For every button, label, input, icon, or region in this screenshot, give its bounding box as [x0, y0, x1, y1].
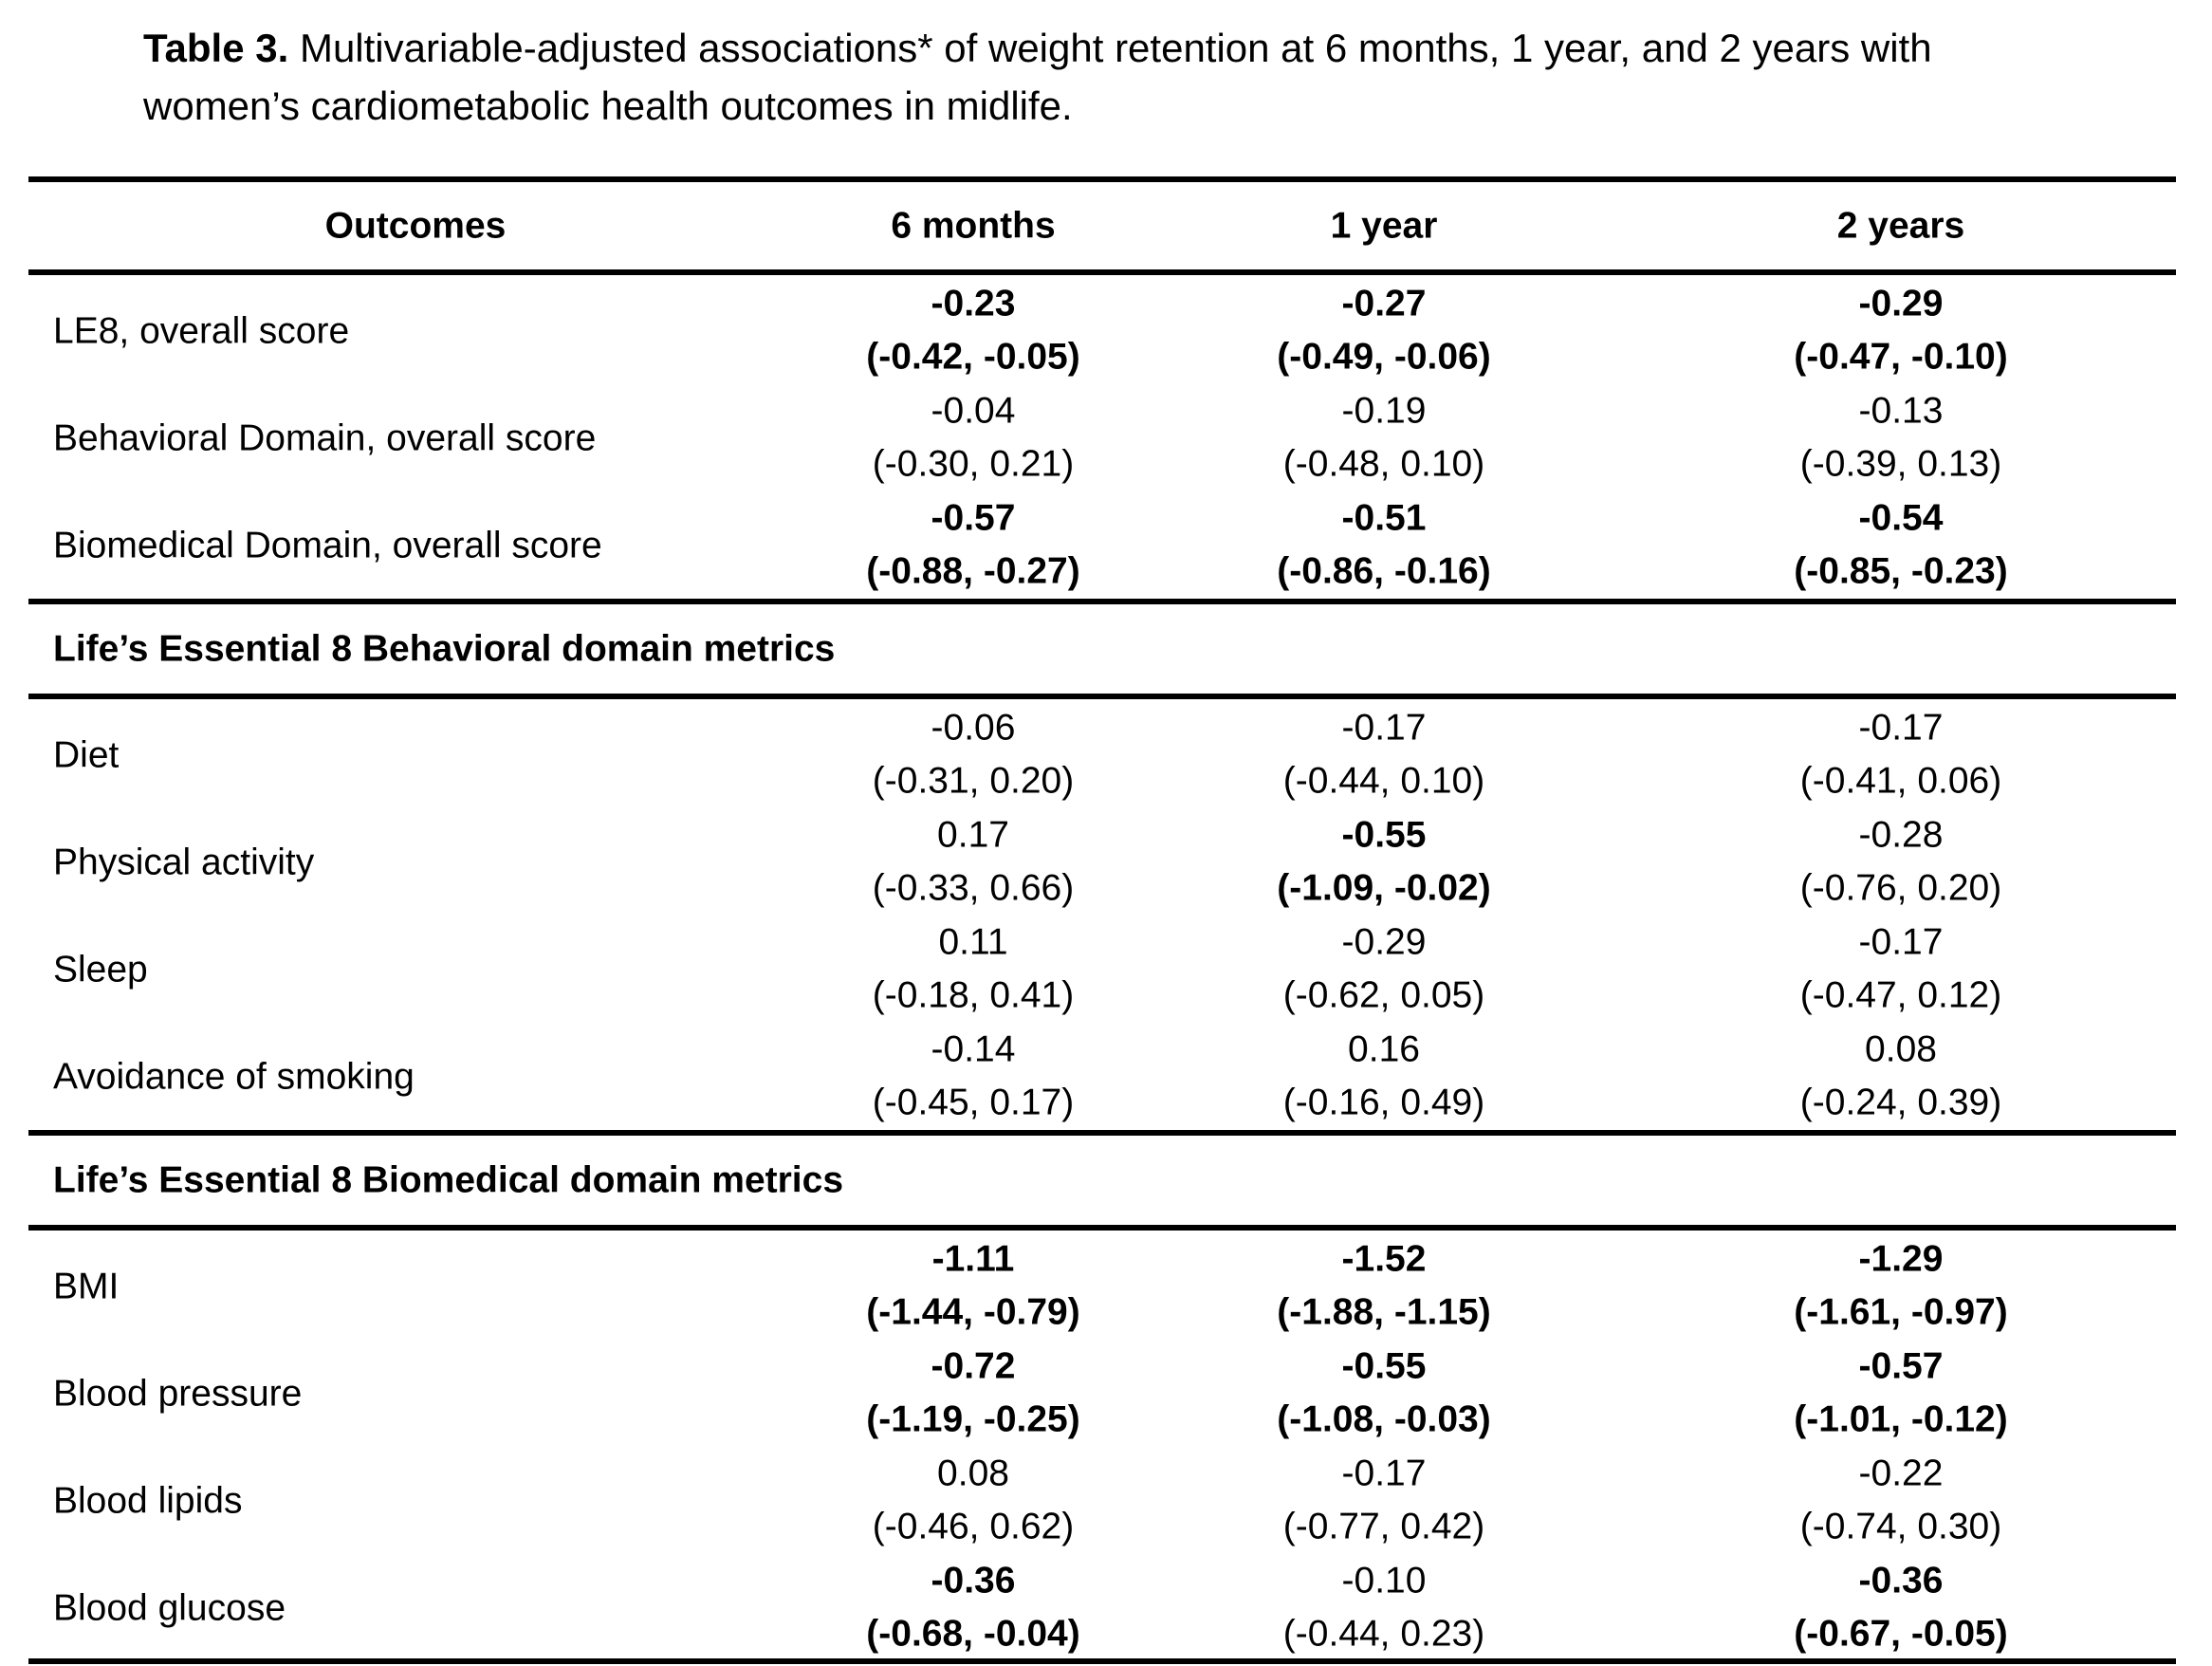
confidence-interval: (-0.86, -0.16) [1277, 550, 1491, 592]
estimate: -0.17 [1341, 707, 1427, 749]
confidence-interval: (-0.77, 0.42) [1282, 1506, 1485, 1547]
estimate: -0.72 [931, 1345, 1016, 1387]
column-header: 2 years [1836, 205, 1965, 247]
column-header: 6 months [891, 205, 1056, 247]
confidence-interval: (-0.74, 0.30) [1799, 1506, 2002, 1547]
estimate: -0.19 [1341, 390, 1427, 432]
table-rule [28, 1225, 2176, 1231]
estimate: -0.04 [931, 390, 1016, 432]
row-label: BMI [53, 1266, 120, 1307]
confidence-interval: (-0.76, 0.20) [1799, 867, 2002, 909]
estimate: -0.10 [1341, 1560, 1427, 1601]
estimate: -0.36 [1858, 1560, 1944, 1601]
confidence-interval: (-0.41, 0.06) [1799, 760, 2002, 802]
confidence-interval: (-1.61, -0.97) [1794, 1291, 2008, 1333]
estimate: -0.55 [1341, 814, 1427, 856]
confidence-interval: (-1.44, -0.79) [866, 1291, 1080, 1333]
estimate: -0.29 [1341, 921, 1427, 963]
estimate: 0.17 [937, 814, 1009, 856]
caption-label: Table 3. [143, 26, 289, 70]
estimate: -0.17 [1341, 1453, 1427, 1494]
estimate: -0.29 [1858, 283, 1944, 324]
estimate: -1.11 [931, 1238, 1015, 1280]
estimate: -0.36 [931, 1560, 1016, 1601]
estimate: 0.08 [1865, 1028, 1937, 1070]
confidence-interval: (-0.31, 0.20) [872, 760, 1075, 802]
confidence-interval: (-0.24, 0.39) [1799, 1082, 2002, 1123]
row-label: Physical activity [53, 842, 315, 883]
estimate: -1.52 [1341, 1238, 1427, 1280]
table-rule [28, 269, 2176, 275]
row-label: Biomedical Domain, overall score [53, 525, 602, 566]
table-rule [28, 1130, 2176, 1136]
confidence-interval: (-1.19, -0.25) [866, 1398, 1080, 1440]
confidence-interval: (-0.33, 0.66) [872, 867, 1075, 909]
confidence-interval: (-0.39, 0.13) [1799, 443, 2002, 485]
estimate: -0.17 [1858, 707, 1944, 749]
confidence-interval: (-0.47, -0.10) [1794, 336, 2008, 378]
section-heading: Life’s Essential 8 Biomedical domain met… [53, 1159, 844, 1201]
estimate: -0.55 [1341, 1345, 1427, 1387]
confidence-interval: (-0.88, -0.27) [866, 550, 1080, 592]
estimate: -0.57 [931, 497, 1016, 539]
caption-text: Multivariable-adjusted associations* of … [143, 26, 1932, 128]
confidence-interval: (-0.68, -0.04) [866, 1613, 1080, 1655]
row-label: Behavioral Domain, overall score [53, 417, 597, 459]
row-label: Blood glucose [53, 1587, 286, 1629]
confidence-interval: (-0.46, 0.62) [872, 1506, 1075, 1547]
confidence-interval: (-0.67, -0.05) [1794, 1613, 2008, 1655]
row-label: Avoidance of smoking [53, 1056, 415, 1098]
estimate: -0.06 [931, 707, 1016, 749]
confidence-interval: (-0.47, 0.12) [1799, 974, 2002, 1016]
estimate: -0.23 [931, 283, 1016, 324]
confidence-interval: (-0.16, 0.49) [1282, 1082, 1485, 1123]
estimate: -0.57 [1858, 1345, 1944, 1387]
estimate: -0.22 [1858, 1453, 1944, 1494]
confidence-interval: (-0.30, 0.21) [872, 443, 1075, 485]
estimate: -0.54 [1858, 497, 1944, 539]
estimate: 0.11 [938, 921, 1008, 963]
row-label: Blood lipids [53, 1480, 243, 1522]
estimate: -0.14 [931, 1028, 1016, 1070]
confidence-interval: (-0.44, 0.23) [1282, 1613, 1485, 1655]
confidence-interval: (-0.85, -0.23) [1794, 550, 2008, 592]
section-heading: Life’s Essential 8 Behavioral domain met… [53, 628, 836, 670]
confidence-interval: (-1.88, -1.15) [1277, 1291, 1491, 1333]
confidence-interval: (-0.42, -0.05) [866, 336, 1080, 378]
confidence-interval: (-0.45, 0.17) [872, 1082, 1075, 1123]
confidence-interval: (-0.44, 0.10) [1282, 760, 1485, 802]
column-header: Outcomes [324, 205, 507, 247]
estimate: -0.13 [1858, 390, 1944, 432]
column-header: 1 year [1330, 205, 1438, 247]
estimate: -0.51 [1341, 497, 1427, 539]
confidence-interval: (-0.48, 0.10) [1282, 443, 1485, 485]
table-rule [28, 176, 2176, 182]
row-label: Blood pressure [53, 1373, 303, 1415]
estimate: -0.17 [1858, 921, 1944, 963]
table-rule [28, 599, 2176, 604]
confidence-interval: (-0.62, 0.05) [1282, 974, 1485, 1016]
table-rule [28, 694, 2176, 699]
estimate: -0.27 [1341, 283, 1427, 324]
confidence-interval: (-0.18, 0.41) [872, 974, 1075, 1016]
confidence-interval: (-1.09, -0.02) [1277, 867, 1491, 909]
confidence-interval: (-1.01, -0.12) [1794, 1398, 2008, 1440]
confidence-interval: (-0.49, -0.06) [1277, 336, 1491, 378]
row-label: Diet [53, 734, 120, 776]
row-label: LE8, overall score [53, 310, 350, 352]
estimate: -0.28 [1858, 814, 1944, 856]
table-rule [28, 1658, 2176, 1664]
confidence-interval: (-1.08, -0.03) [1277, 1398, 1491, 1440]
estimate: 0.08 [937, 1453, 1009, 1494]
estimate: 0.16 [1348, 1028, 1420, 1070]
table-caption: Table 3. Multivariable-adjusted associat… [143, 19, 2040, 135]
estimate: -1.29 [1858, 1238, 1944, 1280]
row-label: Sleep [53, 949, 148, 990]
